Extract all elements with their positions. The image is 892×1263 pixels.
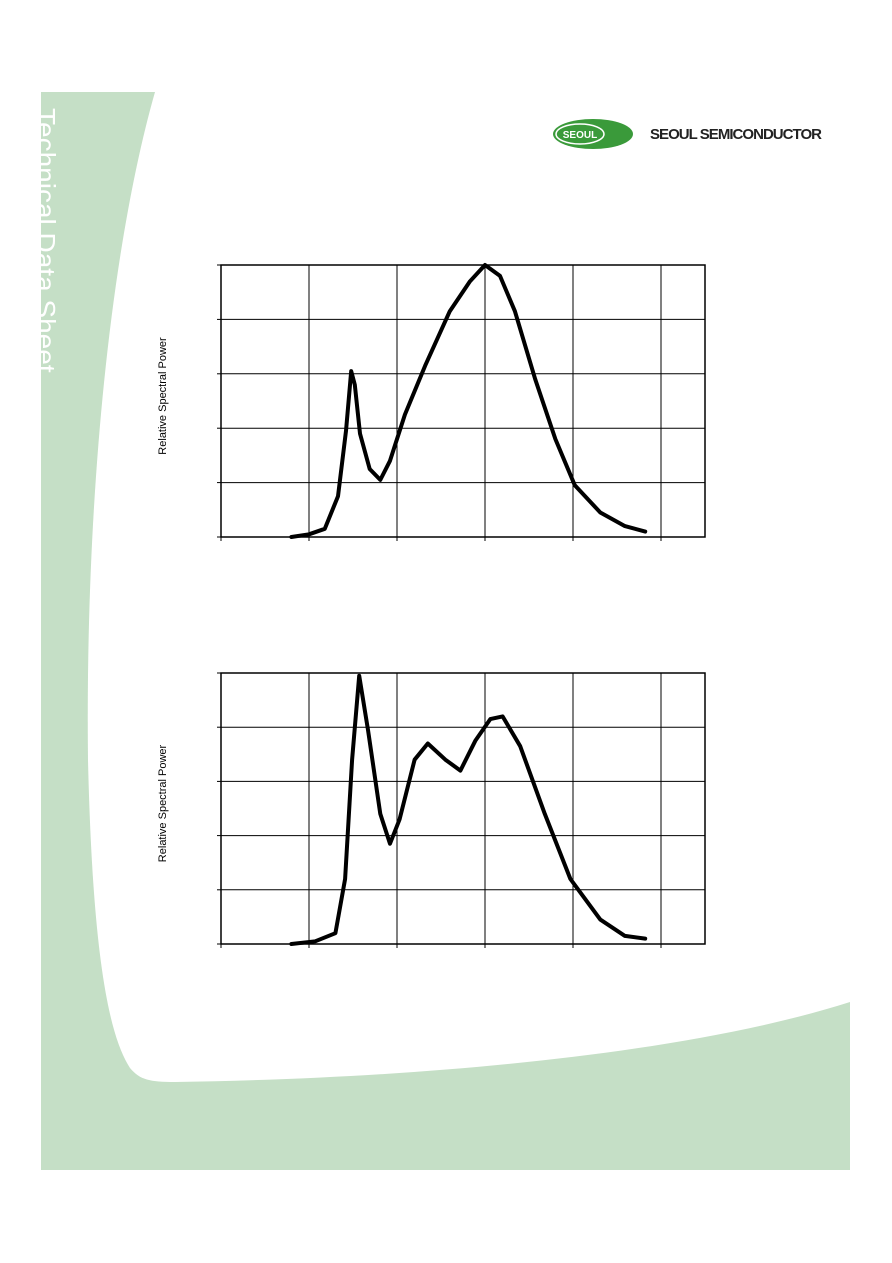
sidebar-title: Technical Data Sheet [30,108,61,373]
charts: Relative Spectral Power Relative Spectral… [157,263,706,948]
logo-ring [555,123,605,145]
spectrum-line [289,263,648,539]
logo-text: SEOUL [563,130,597,141]
company-name: SEOUL SEMICONDUCTOR [650,126,822,143]
y-axis-label: Relative Spectral Power [157,337,169,455]
page-area [87,92,850,1082]
y-axis-label: Relative Spectral Power [157,744,169,862]
plot-frame [220,264,706,538]
plot-frame [220,672,706,945]
logo-mark [553,119,633,149]
spectrum-line [289,673,648,946]
